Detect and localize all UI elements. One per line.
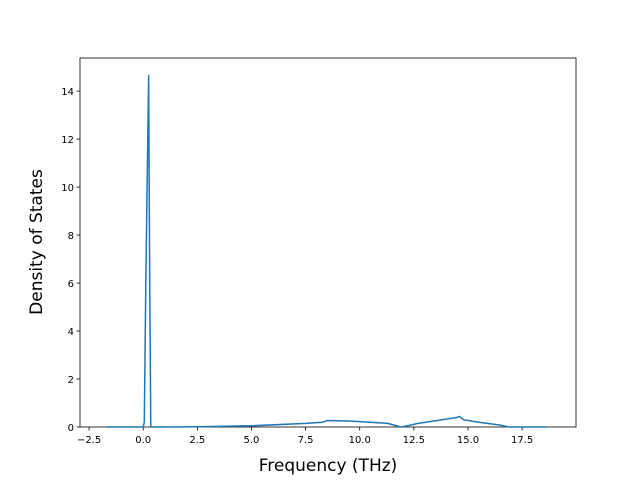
x-tick-label: 0.0 <box>135 435 151 446</box>
x-tick-label: 15.0 <box>457 435 479 446</box>
y-tick-label: 0 <box>68 423 74 434</box>
y-axis-label: Density of States <box>27 169 47 315</box>
y-tick-label: 14 <box>61 87 74 98</box>
y-tick-label: 12 <box>61 135 74 146</box>
x-tick-label: 17.5 <box>511 435 533 446</box>
plot-frame <box>79 57 577 428</box>
x-tick-label: 12.5 <box>403 435 425 446</box>
x-tick-label: 2.5 <box>189 435 205 446</box>
y-tick-label: 8 <box>68 231 74 242</box>
y-tick-label: 10 <box>61 183 74 194</box>
x-tick-label: 7.5 <box>298 435 314 446</box>
x-axis-label: Frequency (THz) <box>259 456 398 476</box>
x-tick-label: 10.0 <box>349 435 371 446</box>
y-tick-label: 4 <box>68 327 74 338</box>
x-tick-label: 5.0 <box>244 435 260 446</box>
y-tick-label: 2 <box>68 375 74 386</box>
y-tick-label: 6 <box>68 279 74 290</box>
data-line <box>106 74 546 428</box>
x-tick-label: −2.5 <box>77 435 101 446</box>
